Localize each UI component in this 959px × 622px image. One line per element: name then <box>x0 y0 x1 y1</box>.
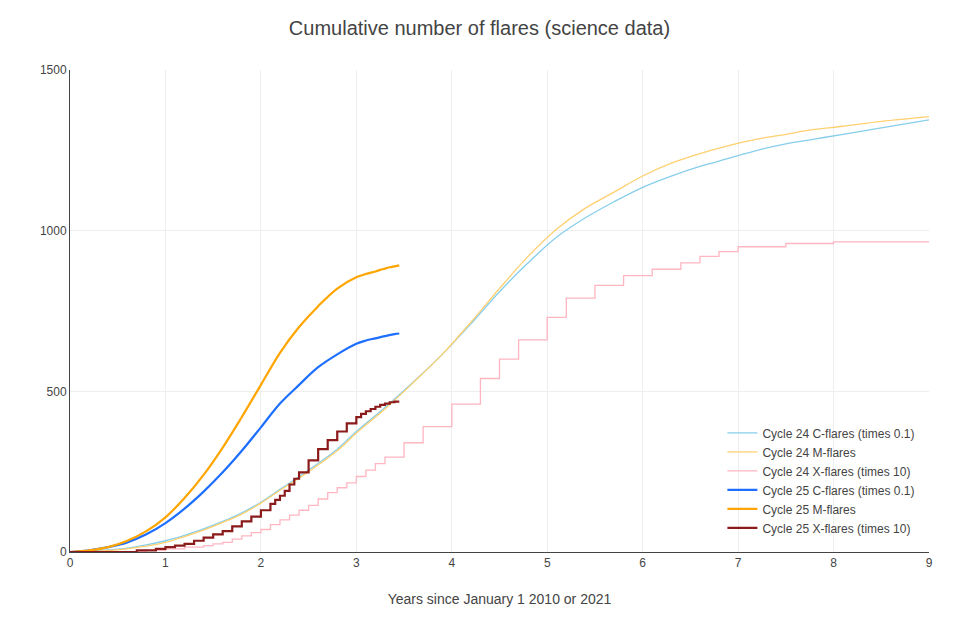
svg-text:1000: 1000 <box>40 224 67 238</box>
svg-text:8: 8 <box>830 556 837 570</box>
svg-text:4: 4 <box>448 556 455 570</box>
svg-text:1500: 1500 <box>40 63 67 77</box>
svg-text:5: 5 <box>544 556 551 570</box>
svg-text:9: 9 <box>926 556 933 570</box>
svg-text:6: 6 <box>639 556 646 570</box>
svg-text:Years since January 1 2010 or: Years since January 1 2010 or 2021 <box>388 591 612 607</box>
svg-text:0: 0 <box>60 545 67 559</box>
svg-text:1: 1 <box>162 556 169 570</box>
svg-text:Cycle 25 M-flares: Cycle 25 M-flares <box>762 503 855 517</box>
svg-text:0: 0 <box>67 556 74 570</box>
svg-text:7: 7 <box>735 556 742 570</box>
svg-text:500: 500 <box>47 385 67 399</box>
svg-text:3: 3 <box>353 556 360 570</box>
svg-text:Cumulative number of flares (s: Cumulative number of flares (science dat… <box>289 17 670 39</box>
svg-text:Cycle 25 X-flares (times 10): Cycle 25 X-flares (times 10) <box>762 522 910 536</box>
svg-text:Cycle 24 X-flares (times 10): Cycle 24 X-flares (times 10) <box>762 465 910 479</box>
svg-text:Cycle 24 M-flares: Cycle 24 M-flares <box>762 446 855 460</box>
svg-text:2: 2 <box>258 556 265 570</box>
svg-text:Cycle 25 C-flares (times 0.1): Cycle 25 C-flares (times 0.1) <box>762 484 914 498</box>
svg-text:Cycle 24 C-flares (times 0.1): Cycle 24 C-flares (times 0.1) <box>762 427 914 441</box>
